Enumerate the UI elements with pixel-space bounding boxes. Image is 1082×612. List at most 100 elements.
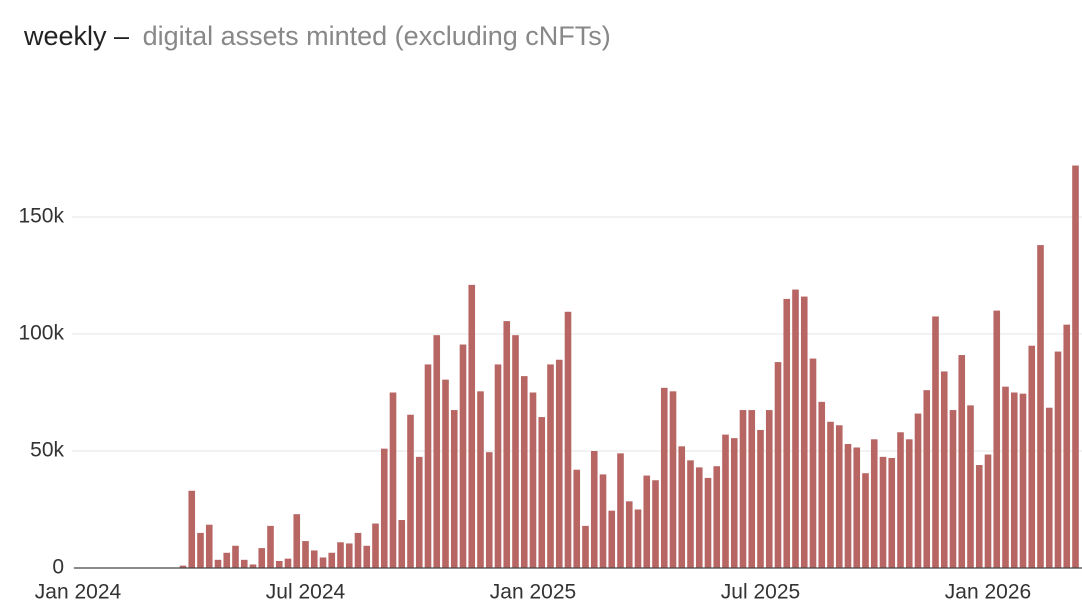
bar [590, 451, 598, 568]
bar [730, 438, 738, 568]
bar [424, 364, 432, 568]
bar [695, 467, 703, 568]
chart-subtitle: digital assets minted (excluding cNFTs) [143, 21, 611, 51]
bar [652, 480, 659, 568]
bar [835, 425, 843, 568]
bar [1010, 392, 1018, 568]
bar [494, 364, 502, 568]
bar [179, 565, 187, 568]
bar [660, 387, 668, 568]
bar [267, 525, 274, 568]
bar [897, 432, 904, 568]
bar [713, 466, 721, 568]
bar [792, 289, 799, 568]
bar [354, 532, 362, 568]
bar [774, 362, 782, 568]
y-tick-label: 150k [18, 205, 64, 228]
bar [827, 421, 834, 568]
bar [1002, 386, 1009, 568]
bar [617, 453, 624, 568]
bar [993, 310, 1001, 568]
bar [232, 545, 239, 568]
bar [547, 364, 554, 568]
bar [564, 311, 572, 568]
bar [1028, 345, 1036, 568]
bar [319, 557, 327, 568]
bar [888, 458, 896, 568]
bar [748, 410, 756, 568]
bar [669, 391, 677, 568]
y-tick-label: 0 [52, 556, 64, 579]
bar [345, 543, 353, 568]
bar [984, 454, 992, 568]
bar [722, 434, 729, 568]
bar [800, 296, 808, 568]
bar [433, 335, 441, 568]
bar [310, 550, 318, 568]
bar [967, 405, 974, 568]
chart-title-group: weekly – digital assets minted (excludin… [23, 21, 611, 51]
bar [739, 410, 747, 568]
x-tick-label: Jan 2025 [490, 581, 576, 604]
bar [914, 413, 922, 568]
chart-title: weekly – [23, 21, 129, 51]
bar [249, 564, 257, 568]
bar [477, 391, 484, 568]
bar [415, 456, 423, 568]
bar [704, 477, 712, 568]
bar [949, 410, 957, 568]
bar [275, 560, 283, 568]
x-tick-label: Jul 2025 [721, 581, 800, 604]
bar [687, 460, 694, 568]
bar [529, 392, 537, 568]
bar [520, 376, 528, 568]
bar [363, 545, 371, 568]
bar [975, 465, 983, 568]
bar [643, 475, 651, 568]
bar [853, 447, 861, 568]
bar [1037, 245, 1044, 568]
bar [818, 401, 826, 568]
bar [1072, 165, 1079, 568]
bar [512, 335, 519, 568]
x-tick-label: Jul 2024 [266, 581, 346, 604]
bar [328, 552, 336, 568]
bar [599, 474, 607, 568]
bar [1045, 407, 1053, 568]
bar [862, 473, 869, 568]
bar [450, 410, 458, 568]
bar [940, 371, 948, 568]
y-tick-label: 100k [18, 322, 64, 345]
bar [1054, 351, 1062, 568]
bar [284, 558, 292, 568]
bar [958, 355, 966, 568]
bar [809, 358, 817, 568]
bar [197, 532, 204, 568]
bar [905, 439, 913, 568]
bar [380, 448, 388, 568]
bar [1019, 393, 1027, 568]
bar [608, 510, 616, 568]
bar [879, 456, 887, 568]
bar [538, 417, 546, 568]
bar [923, 390, 931, 568]
bar [205, 524, 213, 568]
bar [757, 429, 764, 568]
bar [302, 541, 309, 568]
bar [503, 321, 511, 568]
bar [573, 469, 581, 568]
bar [258, 548, 266, 568]
bar [870, 439, 878, 568]
bar [678, 446, 686, 568]
bar [398, 520, 406, 568]
bar [407, 414, 414, 568]
bar [1063, 324, 1071, 568]
bar [625, 501, 633, 568]
bar [634, 509, 642, 568]
bar [223, 552, 231, 568]
bar [214, 559, 222, 568]
bar [337, 542, 344, 568]
bar [468, 284, 476, 568]
bar [372, 523, 379, 568]
